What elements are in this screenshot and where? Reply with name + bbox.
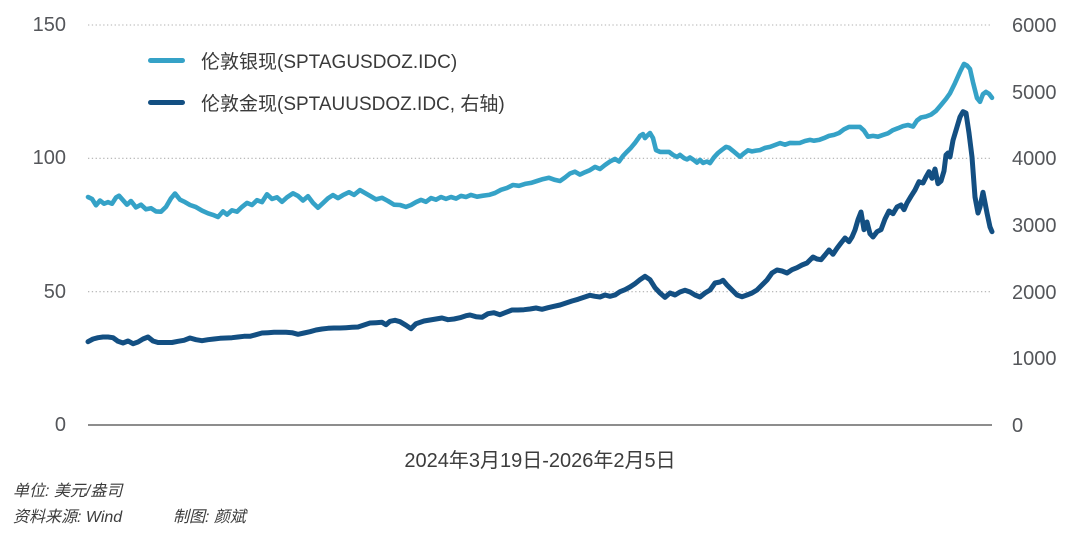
left-axis-tick-150: 150 — [32, 14, 66, 36]
right-axis-tick-4000: 4000 — [1012, 148, 1057, 171]
left-axis-tick-50: 50 — [43, 280, 66, 303]
gridlines — [88, 24, 992, 293]
legend-item-gold: 伦敦金现(SPTAUUSDOZ.IDC, 右轴) — [148, 89, 505, 116]
silver-legend-label: 伦敦银现(SPTAGUSDOZ.IDC) — [201, 52, 458, 73]
credit-note: 制图: 颜斌 — [173, 509, 246, 526]
right-axis-tick-1000: 1000 — [1012, 348, 1057, 371]
legend-item-silver: 伦敦银现(SPTAGUSDOZ.IDC) — [148, 47, 457, 74]
gold-legend-swatch — [148, 100, 185, 105]
gold-series-line — [85, 109, 995, 347]
right-axis-tick-5000: 5000 — [1012, 81, 1057, 104]
right-axis-tick-2000: 2000 — [1012, 281, 1057, 304]
left-axis-tick-100: 100 — [32, 147, 66, 170]
source-note: 资料来源: Wind — [13, 509, 123, 526]
gold-legend-label: 伦敦金现(SPTAUUSDOZ.IDC, 右轴) — [201, 94, 505, 115]
unit-note: 单位: 美元/盎司 — [13, 483, 123, 500]
silver-legend-swatch — [148, 58, 185, 63]
x-axis-date-range-label: 2024年3月19日-2026年2月5日 — [404, 450, 676, 472]
left-axis-tick-0: 0 — [54, 414, 66, 436]
right-axis-tick-6000: 6000 — [1012, 15, 1057, 37]
silver-series-line — [85, 61, 995, 220]
right-axis-tick-0: 0 — [1012, 415, 1024, 437]
right-axis-tick-3000: 3000 — [1012, 215, 1057, 237]
